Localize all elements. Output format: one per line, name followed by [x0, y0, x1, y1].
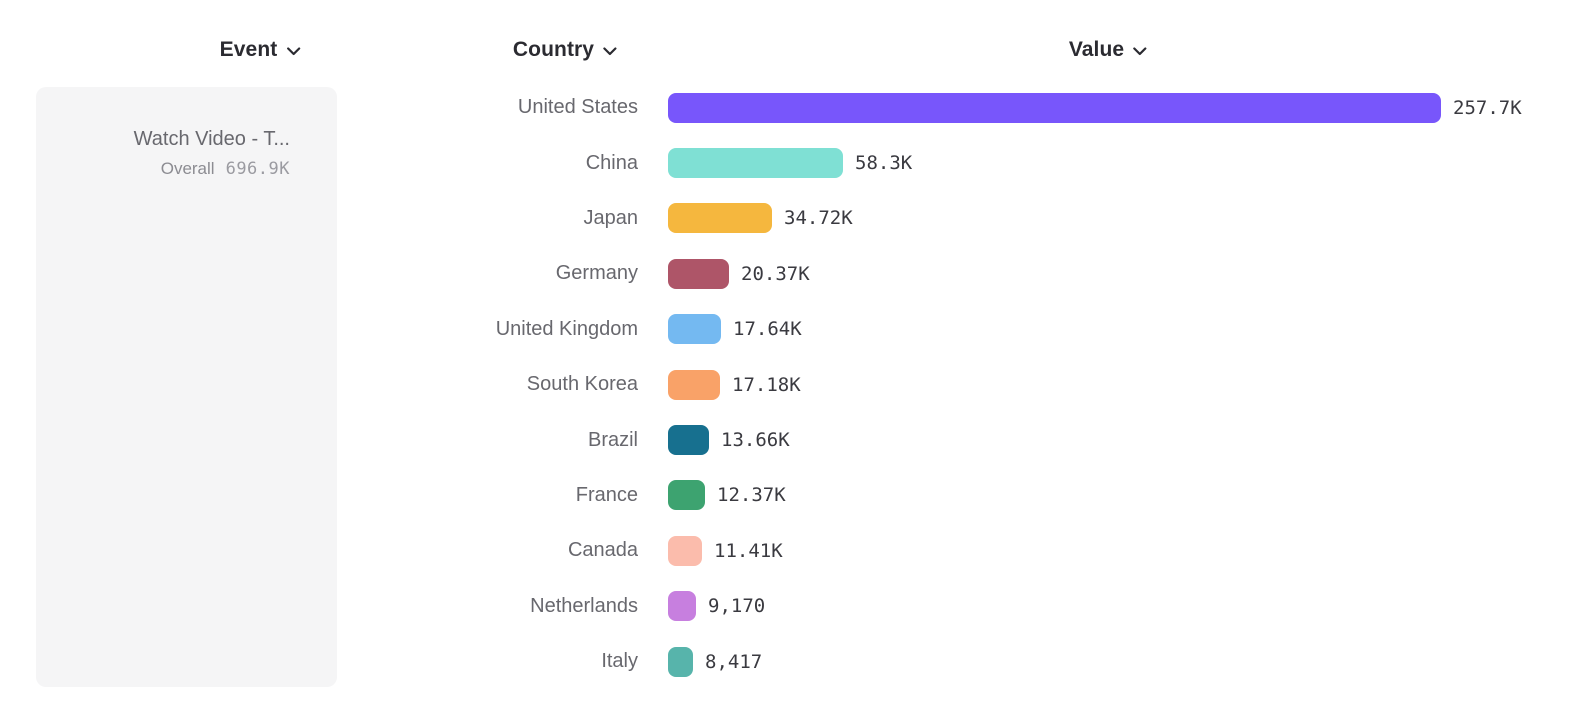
column-header-value[interactable]: Value — [1069, 36, 1147, 64]
country-label: China — [585, 151, 638, 174]
bar-value-label: 9,170 — [708, 595, 766, 618]
country-label: Canada — [567, 539, 638, 562]
column-header-country-label: Country — [512, 38, 595, 61]
bar-value-label: 58.3K — [855, 152, 913, 175]
country-label: France — [575, 483, 638, 506]
column-header-event[interactable]: Event — [220, 36, 301, 64]
chart-row: China 58.3K — [0, 135, 1584, 190]
bar[interactable] — [668, 92, 1441, 123]
country-label: Germany — [555, 262, 638, 285]
column-header-value-label: Value — [1068, 38, 1125, 61]
chevron-down-icon — [603, 47, 617, 56]
chart-row: Canada 11.41K — [0, 523, 1584, 578]
chart-row: United States 257.7K — [0, 80, 1584, 135]
chevron-down-icon — [286, 47, 300, 56]
chart-row: United Kingdom 17.64K — [0, 302, 1584, 357]
country-label: United States — [517, 96, 638, 119]
column-header-country[interactable]: Country — [513, 36, 617, 64]
bar-value-label: 17.64K — [733, 318, 802, 341]
bar[interactable] — [668, 203, 772, 234]
event-panel: Watch Video - T... Overall 696.9K — [36, 87, 337, 687]
bar[interactable] — [668, 314, 721, 345]
bar[interactable] — [668, 425, 709, 456]
bar[interactable] — [668, 535, 702, 566]
bar-value-label: 13.66K — [721, 429, 790, 452]
chart-row: Germany 20.37K — [0, 246, 1584, 301]
chart-row: Japan 34.72K — [0, 191, 1584, 246]
bar-value-label: 34.72K — [784, 207, 853, 230]
bar[interactable] — [668, 258, 729, 289]
bar-value-label: 8,417 — [705, 650, 763, 673]
bar[interactable] — [668, 369, 720, 400]
bar[interactable] — [668, 646, 693, 677]
chart-row: Netherlands 9,170 — [0, 579, 1584, 634]
chart-row: France 12.37K — [0, 468, 1584, 523]
bar-value-label: 257.7K — [1453, 96, 1522, 119]
chart-row: Brazil 13.66K — [0, 412, 1584, 467]
event-title[interactable]: Watch Video - T... — [133, 128, 290, 150]
bar-value-label: 17.18K — [732, 373, 801, 396]
bar-chart: United States 257.7K China 58.3K Japan 34.72K… — [0, 80, 1584, 689]
country-label: Japan — [583, 206, 639, 229]
country-label: Brazil — [587, 428, 638, 451]
bar-value-label: 11.41K — [714, 539, 783, 562]
country-label: Netherlands — [530, 594, 638, 617]
bar[interactable] — [668, 148, 843, 179]
overall-label: Overall — [160, 159, 215, 178]
country-label: United Kingdom — [495, 317, 638, 340]
event-overall-row: Overall 696.9K — [56, 159, 290, 179]
chart-row: Italy 8,417 — [0, 634, 1584, 689]
chart-row: South Korea 17.18K — [0, 357, 1584, 412]
column-header-event-label: Event — [219, 38, 278, 61]
bar[interactable] — [668, 480, 705, 511]
country-label: Italy — [601, 650, 638, 673]
bar[interactable] — [668, 591, 696, 622]
bar-value-label: 12.37K — [717, 484, 786, 507]
country-label: South Korea — [526, 373, 638, 396]
overall-value: 696.9K — [225, 159, 290, 179]
chevron-down-icon — [1133, 47, 1147, 56]
bar-value-label: 20.37K — [741, 262, 810, 285]
